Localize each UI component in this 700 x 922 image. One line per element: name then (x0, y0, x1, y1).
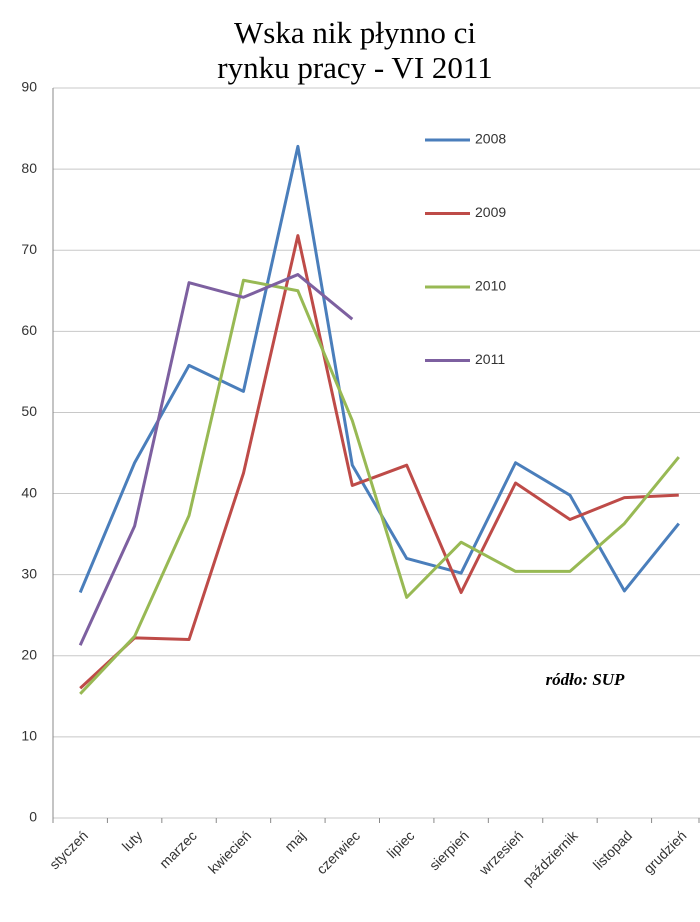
legend-label: 2008 (475, 131, 506, 147)
y-tick-label: 20 (21, 646, 37, 662)
x-tick-label: listopad (590, 827, 635, 872)
y-tick-label: 70 (21, 241, 37, 257)
x-tick-label: lipiec (384, 827, 418, 861)
x-tick-label: wrzesień (475, 827, 526, 878)
y-tick-label: 60 (21, 322, 37, 338)
y-tick-label: 80 (21, 160, 37, 176)
series-line (79, 278, 680, 695)
x-tick-label: grudzień (640, 827, 689, 876)
y-tick-label: 30 (21, 565, 37, 581)
x-tick-label: luty (119, 827, 146, 854)
legend-label: 2010 (475, 278, 506, 294)
series-line (79, 234, 679, 690)
annotation: ródło: SUP (546, 670, 625, 689)
legend-label: 2011 (475, 351, 505, 367)
y-tick-label: 10 (21, 728, 37, 744)
y-tick-label: 50 (21, 403, 37, 419)
x-tick-label: marzec (156, 827, 200, 871)
x-tick-label: maj (281, 827, 308, 854)
x-tick-label: czerwiec (313, 827, 363, 877)
chart-title: Wska nik płynno ci (234, 15, 476, 50)
chart-title: rynku pracy - VI 2011 (217, 50, 493, 85)
x-tick-label: sierpień (426, 827, 472, 873)
x-tick-label: styczeń (46, 827, 91, 872)
x-tick-label: październik (519, 827, 581, 889)
x-tick-label: kwiecień (205, 827, 254, 876)
y-tick-label: 0 (29, 809, 37, 825)
y-tick-label: 40 (21, 484, 37, 500)
legend-label: 2009 (475, 204, 506, 220)
series-line (78, 273, 354, 646)
y-tick-label: 90 (21, 79, 37, 95)
